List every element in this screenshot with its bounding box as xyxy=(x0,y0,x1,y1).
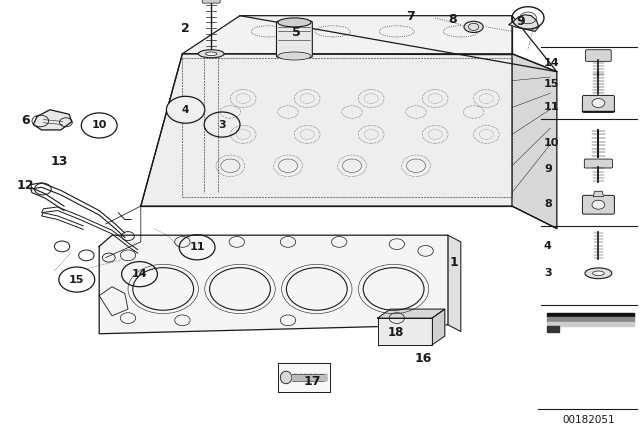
Text: 6: 6 xyxy=(21,114,30,128)
FancyBboxPatch shape xyxy=(202,0,220,3)
Ellipse shape xyxy=(278,52,311,60)
Text: 11: 11 xyxy=(544,102,559,112)
Text: 00182051: 00182051 xyxy=(563,415,615,425)
Polygon shape xyxy=(512,54,557,228)
Polygon shape xyxy=(378,318,432,345)
Text: 18: 18 xyxy=(387,326,404,339)
Polygon shape xyxy=(547,313,634,317)
Text: 13: 13 xyxy=(50,155,68,168)
Text: 2: 2 xyxy=(181,22,190,35)
Polygon shape xyxy=(292,374,296,381)
Text: 12: 12 xyxy=(17,179,35,193)
Text: 3: 3 xyxy=(218,120,226,129)
Polygon shape xyxy=(313,374,317,381)
Ellipse shape xyxy=(205,52,217,56)
Polygon shape xyxy=(593,191,604,197)
Text: 8: 8 xyxy=(448,13,457,26)
Polygon shape xyxy=(509,15,539,31)
Polygon shape xyxy=(33,110,72,130)
Polygon shape xyxy=(99,235,448,334)
FancyBboxPatch shape xyxy=(276,21,312,57)
Text: 14: 14 xyxy=(544,58,559,68)
Text: 4: 4 xyxy=(544,241,552,250)
Text: 1: 1 xyxy=(450,255,459,269)
Text: 10: 10 xyxy=(544,138,559,148)
Text: 9: 9 xyxy=(516,15,525,28)
Polygon shape xyxy=(378,309,445,318)
FancyBboxPatch shape xyxy=(584,159,612,168)
Polygon shape xyxy=(308,374,312,381)
Ellipse shape xyxy=(278,18,311,27)
Polygon shape xyxy=(547,317,634,322)
Ellipse shape xyxy=(280,371,292,383)
Ellipse shape xyxy=(593,271,604,276)
Polygon shape xyxy=(141,54,512,206)
Circle shape xyxy=(592,99,605,108)
Polygon shape xyxy=(303,374,307,381)
Polygon shape xyxy=(547,322,634,326)
Circle shape xyxy=(166,96,205,123)
Text: 9: 9 xyxy=(544,164,552,174)
Polygon shape xyxy=(547,326,559,332)
Text: 10: 10 xyxy=(92,121,107,130)
Polygon shape xyxy=(278,363,330,392)
Polygon shape xyxy=(448,235,461,332)
Text: 7: 7 xyxy=(406,10,415,23)
FancyBboxPatch shape xyxy=(582,95,614,112)
Text: 15: 15 xyxy=(544,79,559,89)
Text: 16: 16 xyxy=(415,352,433,365)
Polygon shape xyxy=(323,374,327,381)
Circle shape xyxy=(592,200,605,209)
Ellipse shape xyxy=(585,268,612,279)
FancyBboxPatch shape xyxy=(586,50,611,61)
Text: 8: 8 xyxy=(544,199,552,209)
Text: 17: 17 xyxy=(303,375,321,388)
Polygon shape xyxy=(432,309,445,345)
Text: 15: 15 xyxy=(69,275,84,284)
Text: 14: 14 xyxy=(132,269,147,279)
Ellipse shape xyxy=(198,50,224,58)
Polygon shape xyxy=(182,16,512,55)
FancyBboxPatch shape xyxy=(582,195,614,214)
Text: 11: 11 xyxy=(189,242,205,252)
Text: 4: 4 xyxy=(182,105,189,115)
Text: 3: 3 xyxy=(544,268,552,278)
Polygon shape xyxy=(318,374,322,381)
Polygon shape xyxy=(298,374,301,381)
Ellipse shape xyxy=(464,21,483,33)
Text: 5: 5 xyxy=(292,26,301,39)
